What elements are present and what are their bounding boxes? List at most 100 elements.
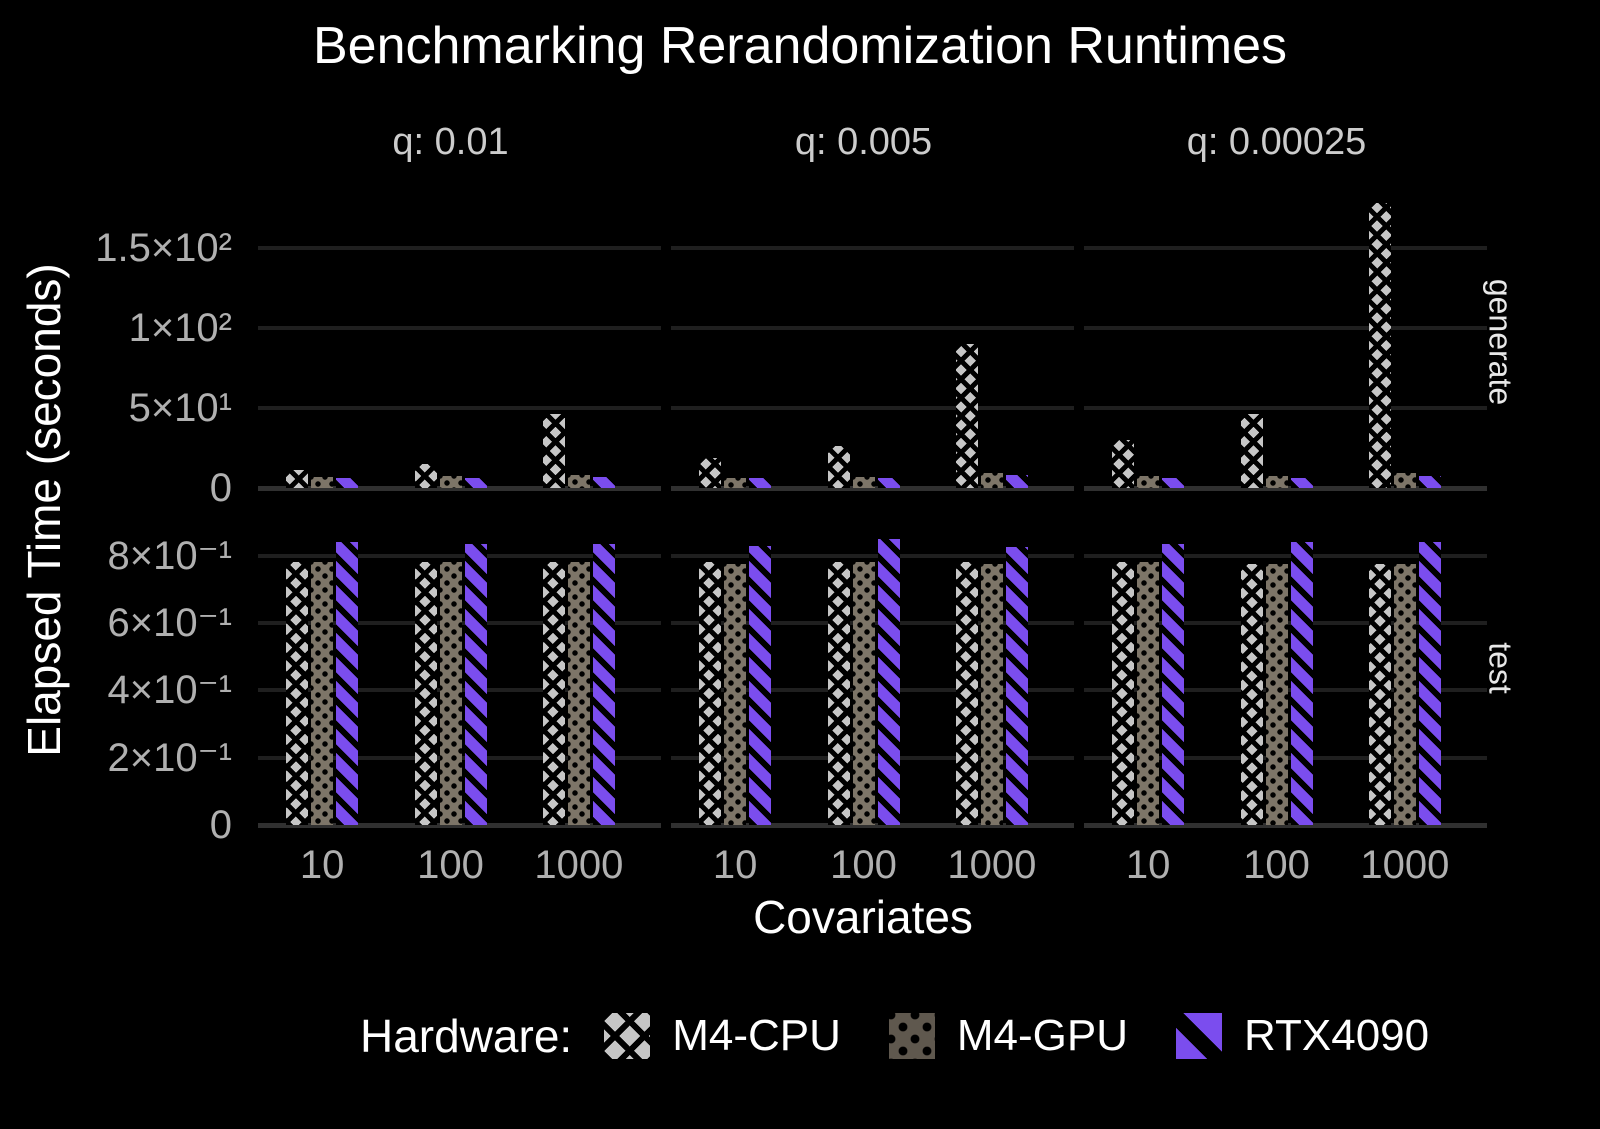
gridline <box>258 405 661 410</box>
facet-row-strip-test: test <box>1482 642 1519 694</box>
bar-m4-cpu <box>955 343 978 488</box>
bar-rtx4090 <box>1290 478 1313 488</box>
bar-m4-gpu <box>1137 562 1160 825</box>
bar-rtx4090 <box>877 538 900 825</box>
y-tick-label: 0 <box>209 803 232 847</box>
x-tick-label: 100 <box>830 843 897 887</box>
legend-title: Hardware: <box>360 1010 573 1062</box>
bar-m4-cpu <box>542 562 565 825</box>
bar-m4-gpu <box>439 562 462 825</box>
x-tick-label: 100 <box>1243 843 1310 887</box>
gridline <box>1084 405 1487 410</box>
facet-column-label-q-0.005: q: 0.005 <box>794 121 933 163</box>
gridline <box>671 553 1074 558</box>
bar-rtx4090 <box>336 542 359 825</box>
axis-baseline <box>671 486 1074 491</box>
legend-item-rtx4090: RTX4090 <box>1176 1011 1429 1061</box>
x-tick-label: 1000 <box>947 843 1037 887</box>
y-tick-label: 1.5×10² <box>95 225 232 270</box>
axis-baseline <box>258 823 661 828</box>
bar-rtx4090 <box>1005 547 1028 825</box>
axis-baseline <box>1084 486 1487 491</box>
bar-rtx4090 <box>464 543 487 825</box>
legend-item-m4-cpu: M4-CPU <box>604 1011 841 1061</box>
bar-rtx4090 <box>877 477 900 488</box>
bar-m4-gpu <box>1265 475 1288 488</box>
bar-m4-gpu <box>852 476 875 488</box>
bar-rtx4090 <box>1005 475 1028 488</box>
bar-rtx4090 <box>1162 543 1185 825</box>
facet-row-strip-generate: generate <box>1482 278 1519 406</box>
bar-m4-cpu <box>699 562 722 825</box>
gridline <box>1084 325 1487 330</box>
gridline <box>1084 553 1487 558</box>
bar-m4-cpu <box>699 457 722 488</box>
bar-rtx4090 <box>1290 542 1313 825</box>
y-tick-label: 1×10² <box>128 305 232 350</box>
bar-m4-gpu <box>311 562 334 825</box>
bar-m4-gpu <box>311 476 334 488</box>
bar-m4-gpu <box>852 562 875 825</box>
bar-m4-cpu <box>286 470 309 488</box>
y-tick-label: 8×10⁻¹ <box>107 533 232 578</box>
x-tick-label: 100 <box>417 843 484 887</box>
gridline <box>258 245 661 250</box>
bar-m4-cpu <box>414 562 437 825</box>
gridline <box>258 325 661 330</box>
legend-item-m4-gpu: M4-GPU <box>888 1011 1129 1061</box>
y-tick-label: 5×10¹ <box>128 385 232 430</box>
facet-column-label-q-0.01: q: 0.01 <box>392 121 509 163</box>
bar-m4-cpu <box>1112 439 1135 488</box>
gridline <box>671 245 1074 250</box>
x-tick-label: 10 <box>1125 843 1171 887</box>
bar-m4-cpu <box>1368 203 1391 488</box>
facet-column-label-q-0.00025: q: 0.00025 <box>1186 121 1367 163</box>
axis-baseline <box>258 486 661 491</box>
bar-m4-gpu <box>980 564 1003 825</box>
y-tick-label: 2×10⁻¹ <box>107 735 232 780</box>
chart-title: Benchmarking Rerandomization Runtimes <box>312 17 1287 75</box>
gridline <box>671 325 1074 330</box>
axis-baseline <box>1084 823 1487 828</box>
gridline <box>258 553 661 558</box>
bar-m4-cpu <box>286 562 309 825</box>
bar-m4-cpu <box>1112 562 1135 825</box>
legend-label-m4-cpu: M4-CPU <box>672 1011 841 1060</box>
x-tick-label: 1000 <box>534 843 624 887</box>
x-tick-label: 10 <box>712 843 758 887</box>
bar-rtx4090 <box>749 545 772 825</box>
legend-label-rtx4090: RTX4090 <box>1244 1011 1430 1060</box>
bar-m4-cpu <box>1240 564 1263 825</box>
y-tick-label: 0 <box>209 466 232 510</box>
bar-rtx4090 <box>464 477 487 488</box>
stripes-swatch-icon <box>1176 1013 1223 1059</box>
bar-m4-gpu <box>1137 475 1160 488</box>
gridline <box>1084 245 1487 250</box>
bar-m4-cpu <box>1368 564 1391 825</box>
gridline <box>671 405 1074 410</box>
bar-m4-gpu <box>1393 564 1416 825</box>
legend-label-m4-gpu: M4-GPU <box>956 1011 1129 1060</box>
crosshatch-swatch-icon <box>604 1013 651 1059</box>
bar-m4-cpu <box>827 562 850 825</box>
bar-rtx4090 <box>1418 542 1441 825</box>
legend: Hardware: M4-CPU M4-GPU RTX4090 <box>360 1009 1477 1063</box>
bar-m4-gpu <box>724 477 747 488</box>
bar-m4-cpu <box>542 414 565 488</box>
bar-rtx4090 <box>592 543 615 825</box>
bar-rtx4090 <box>336 478 359 488</box>
bar-m4-gpu <box>1265 564 1288 825</box>
bar-m4-gpu <box>980 472 1003 488</box>
bar-rtx4090 <box>749 478 772 488</box>
bar-m4-gpu <box>1393 472 1416 488</box>
dots-swatch-icon <box>888 1013 935 1059</box>
bar-rtx4090 <box>1162 478 1185 488</box>
y-tick-label: 4×10⁻¹ <box>107 668 232 713</box>
bar-m4-cpu <box>414 463 437 488</box>
bar-m4-cpu <box>827 446 850 488</box>
bar-m4-cpu <box>1240 414 1263 488</box>
bar-m4-gpu <box>724 564 747 825</box>
bar-rtx4090 <box>1418 475 1441 488</box>
